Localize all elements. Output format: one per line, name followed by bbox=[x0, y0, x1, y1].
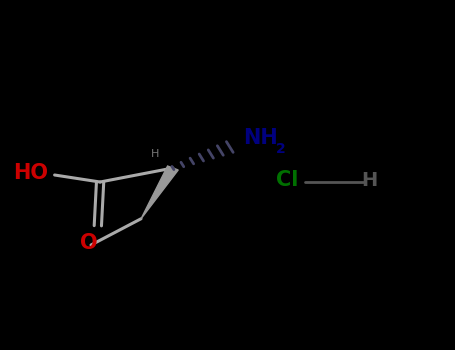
Polygon shape bbox=[141, 166, 178, 219]
Text: H: H bbox=[362, 171, 378, 190]
Text: Cl: Cl bbox=[276, 170, 298, 190]
Text: O: O bbox=[80, 233, 97, 253]
Text: NH: NH bbox=[243, 128, 278, 148]
Text: H: H bbox=[151, 149, 159, 159]
Text: HO: HO bbox=[13, 163, 48, 183]
Text: 2: 2 bbox=[276, 142, 286, 156]
